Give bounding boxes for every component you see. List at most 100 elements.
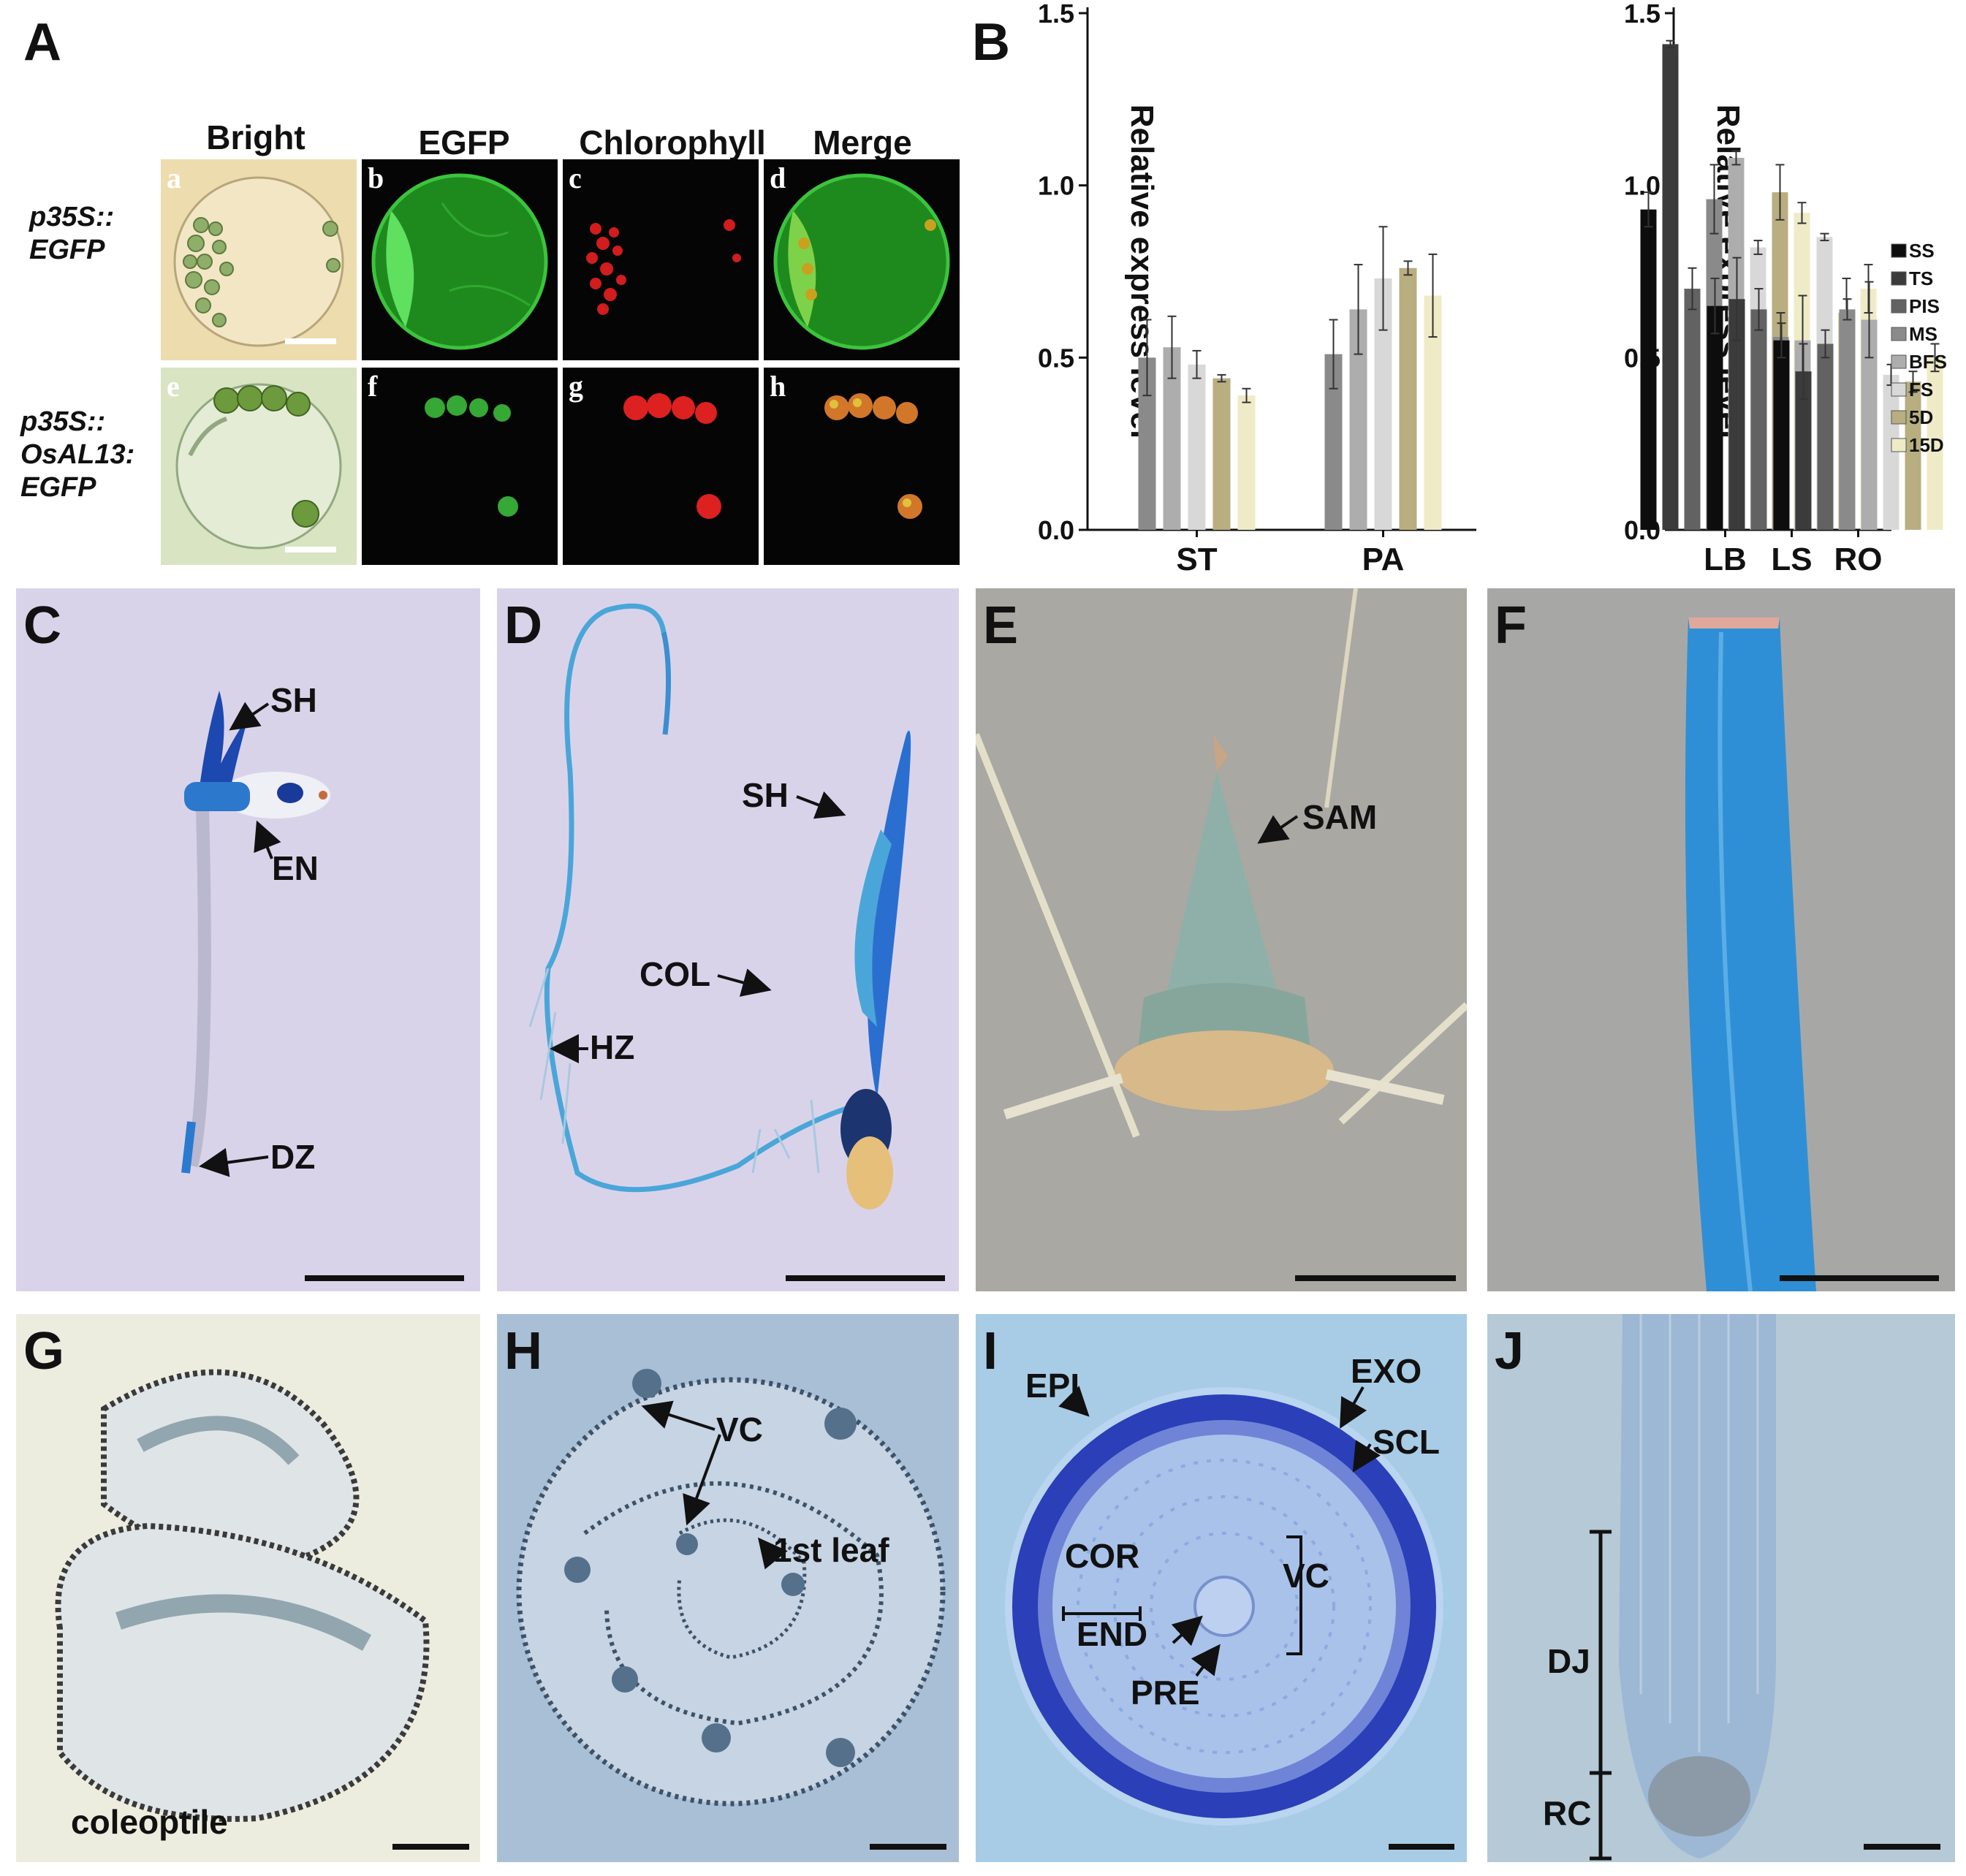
- bar: [1817, 343, 1834, 530]
- legend-label: BFS: [1909, 351, 1947, 373]
- row-label-p35s-osal13-egfp: p35S:: OsAL13: EGFP: [20, 406, 134, 504]
- cell-letter: c: [569, 162, 582, 194]
- panel-label-C: C: [23, 596, 61, 655]
- x-tick-label: LB: [1704, 542, 1747, 577]
- bar: [1839, 309, 1856, 530]
- legend-label: SS: [1909, 240, 1935, 262]
- x-tick-label: RO: [1834, 542, 1883, 577]
- annotation-sam: SAM: [1302, 798, 1378, 836]
- scale-bar: [305, 1275, 464, 1281]
- legend-swatch: [1891, 354, 1907, 369]
- arrow-graphic: [641, 1400, 788, 1570]
- annotation-dj: DJ: [1547, 1642, 1590, 1680]
- panel-H-leaf-section: H VC 1st leaf: [497, 1314, 959, 1862]
- arrow-graphic: [199, 702, 281, 1177]
- panel-label-F: F: [1495, 596, 1527, 655]
- image-chlorophyll-egfp: c: [563, 159, 759, 360]
- root-tip-graphic: [1619, 1314, 1776, 1858]
- legend-swatch: [1891, 382, 1907, 397]
- bar: [1684, 289, 1701, 530]
- y-tick-label: 1.0: [1624, 171, 1661, 201]
- legend-label: PIS: [1909, 295, 1940, 317]
- annotation-1st-leaf: 1st leaf: [773, 1531, 889, 1569]
- cell-letter: e: [167, 370, 180, 403]
- row-label-line: OsAL13:: [20, 438, 135, 470]
- shoot-apex-graphic: [976, 588, 1467, 1138]
- arrow-graphic: [1058, 1386, 1381, 1677]
- annotation-dz: DZ: [270, 1138, 316, 1176]
- bar: [1640, 209, 1657, 530]
- scale-bar: [392, 1844, 469, 1850]
- column-title-chlorophyll: Chlorophyll: [579, 124, 766, 162]
- cell-letter: d: [770, 162, 786, 194]
- y-tick-label: 0.5: [1038, 343, 1074, 373]
- legend-swatch: [1891, 299, 1907, 314]
- annotation-exo: EXO: [1351, 1352, 1422, 1390]
- merge-dots-graphic: [824, 393, 922, 519]
- protoplast-chlorophyll-graphic: [586, 219, 741, 315]
- cell-letter: a: [167, 162, 181, 194]
- panel-I-root-section: I EPI EXO SCL COR VC END PRE: [976, 1314, 1467, 1862]
- panel-E-shoot-apex: E SAM: [976, 588, 1467, 1291]
- panel-label-D: D: [504, 596, 542, 655]
- cell-letter: f: [368, 370, 378, 403]
- bar: [1927, 357, 1943, 530]
- bar: [1905, 381, 1921, 530]
- column-title-merge: Merge: [813, 124, 912, 162]
- protoplast-bright-graphic: [173, 176, 344, 347]
- legend-swatch: [1891, 271, 1907, 286]
- annotation-vc: VC: [716, 1410, 763, 1448]
- bar: [1237, 395, 1256, 530]
- panel-C-seedling: C SH EN DZ: [16, 588, 480, 1291]
- image-bright-osal13: e: [161, 368, 357, 565]
- arrow-graphic: [1257, 815, 1299, 844]
- y-tick-label: 0.0: [1038, 515, 1074, 545]
- bar: [1707, 305, 1723, 530]
- bar: [1750, 309, 1767, 530]
- annotation-rc: RC: [1543, 1794, 1592, 1832]
- image-egfp-egfp: b: [362, 159, 558, 360]
- legend-label: 5D: [1909, 406, 1933, 428]
- scale-bar: [1295, 1275, 1456, 1281]
- x-tick-label: PA: [1362, 542, 1405, 577]
- bracket-graphic: [1590, 1530, 1612, 1861]
- scale-bar: [1780, 1275, 1939, 1281]
- scale-bar: [1864, 1844, 1940, 1850]
- panel-label-E: E: [983, 596, 1019, 655]
- column-title-bright: Bright: [206, 118, 305, 156]
- annotation-pre: PRE: [1131, 1674, 1200, 1712]
- panel-label-J: J: [1495, 1322, 1525, 1381]
- bar: [1728, 299, 1745, 530]
- legend-label: TS: [1909, 267, 1933, 289]
- legend-label: 15D: [1909, 434, 1944, 456]
- coleoptile-section-graphic: [55, 1369, 430, 1822]
- bar: [1212, 378, 1231, 530]
- annotation-scl: SCL: [1373, 1423, 1440, 1461]
- annotation-sh: SH: [270, 681, 317, 719]
- row-label-line: p35S::: [29, 202, 115, 232]
- leaf-graphic: [1685, 618, 1816, 1291]
- panel-label-B: B: [972, 13, 1010, 72]
- panel-D-seedling: D SH COL HZ: [497, 588, 959, 1291]
- protoplast-merge-graphic: [773, 173, 950, 350]
- chlorophyll-dots-graphic: [623, 393, 721, 519]
- legend-label: FS: [1909, 379, 1933, 400]
- protoplast-bright-graphic: [175, 383, 342, 550]
- annotation-col: COL: [639, 955, 711, 993]
- cell-letter: h: [770, 370, 786, 403]
- scale-bar: [870, 1844, 946, 1850]
- row-label-p35s-egfp: p35S:: EGFP: [29, 201, 114, 267]
- scale-bar: [285, 547, 336, 552]
- legend-swatch: [1891, 243, 1907, 258]
- protoplast-egfp-graphic: [371, 173, 548, 350]
- scale-bar: [285, 338, 336, 344]
- annotation-end: END: [1077, 1615, 1148, 1653]
- image-bright-egfp: a: [161, 159, 357, 360]
- x-tick-label: LS: [1771, 542, 1812, 577]
- panel-G-coleoptile-section: G coleoptile: [16, 1314, 480, 1862]
- bar: [1883, 374, 1899, 530]
- seedling-d-graphic: [528, 603, 911, 1209]
- scale-bar: [1389, 1844, 1454, 1850]
- panel-label-G: G: [23, 1322, 65, 1381]
